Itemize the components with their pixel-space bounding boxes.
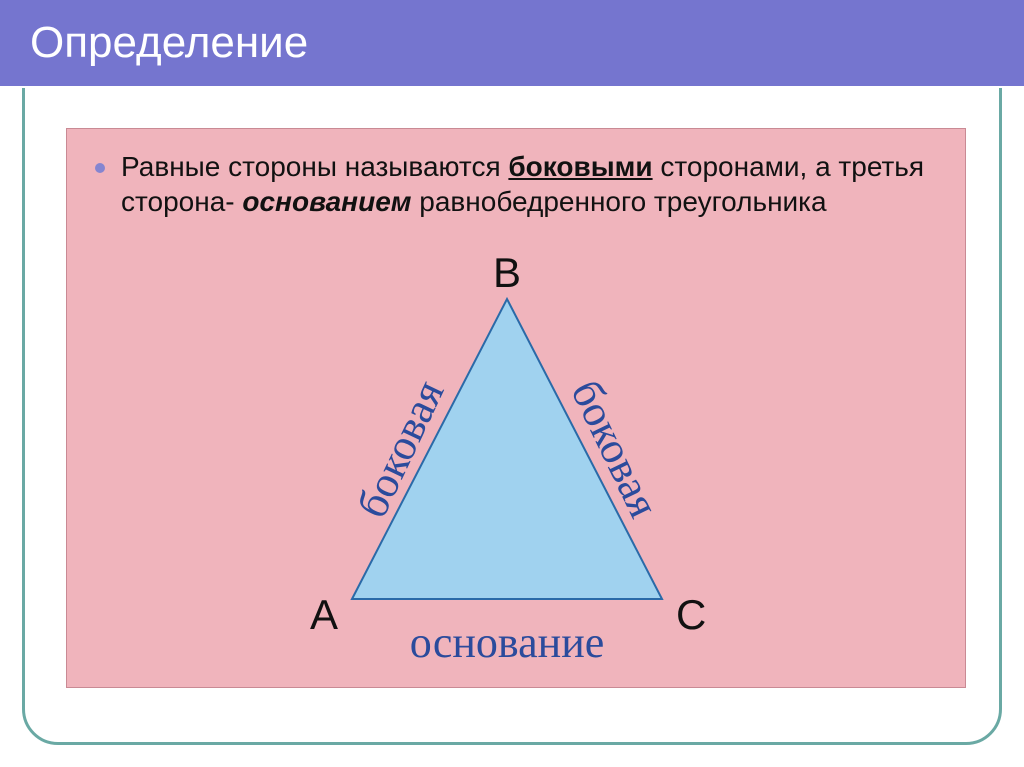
vertex-c-label: С xyxy=(676,591,706,638)
content-box: Равные стороны называются боковыми сторо… xyxy=(66,128,966,688)
text-bold-underlined: боковыми xyxy=(508,151,652,182)
title-bar: Определение xyxy=(0,0,1024,86)
text-italic-bold: основанием xyxy=(242,186,411,217)
slide-title: Определение xyxy=(30,18,308,67)
vertex-b-label: В xyxy=(493,249,521,296)
title-underline xyxy=(0,86,1024,88)
triangle-diagram: В А С боковая боковая основание xyxy=(287,259,727,679)
bullet-text: Равные стороны называются боковыми сторо… xyxy=(121,149,937,219)
bullet-icon xyxy=(95,163,105,173)
vertex-a-label: А xyxy=(310,591,338,638)
text-prefix: Равные стороны называются xyxy=(121,151,508,182)
bottom-side-label: основание xyxy=(410,618,605,667)
bullet-row: Равные стороны называются боковыми сторо… xyxy=(67,129,965,219)
text-suffix: равнобедренного треугольника xyxy=(411,186,826,217)
